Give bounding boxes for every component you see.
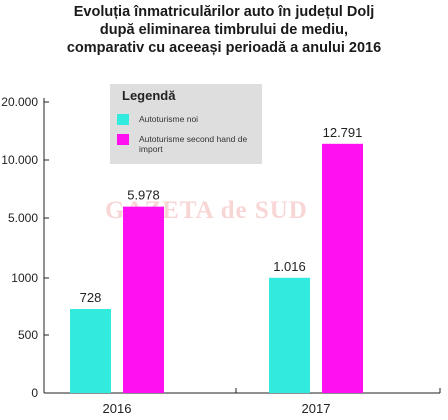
y-tick-label: 10.000 [1,153,38,167]
y-tick-label: 500 [18,328,38,342]
legend-title: Legendă [122,88,175,103]
data-label: 728 [80,290,102,305]
legend: Legendă Autoturisme noi Autoturisme seco… [110,84,262,164]
legend-swatch-new-cars [117,114,129,125]
data-label: 12.791 [323,125,363,140]
legend-item-new-cars: Autoturisme noi [117,114,254,125]
y-tick-label: 5.000 [8,211,38,225]
y-tick-label: 20.000 [1,95,38,109]
x-category-label: 2016 [103,401,132,416]
bar-2016-series-2 [123,207,164,393]
data-label: 1.016 [273,259,306,274]
y-tick-label: 0 [31,386,38,400]
y-tick-label: 1000 [11,271,38,285]
legend-label-second-hand: Autoturisme second hand de import [139,134,254,154]
legend-label-new-cars: Autoturisme noi [139,114,254,124]
bar-2016-series-1 [70,309,111,393]
x-category-label: 2017 [302,401,331,416]
data-label: 5.978 [127,188,160,203]
bar-2017-series-2 [322,144,363,393]
legend-item-second-hand: Autoturisme second hand de import [117,134,254,154]
bar-2017-series-1 [269,278,310,393]
legend-swatch-second-hand [117,134,129,145]
